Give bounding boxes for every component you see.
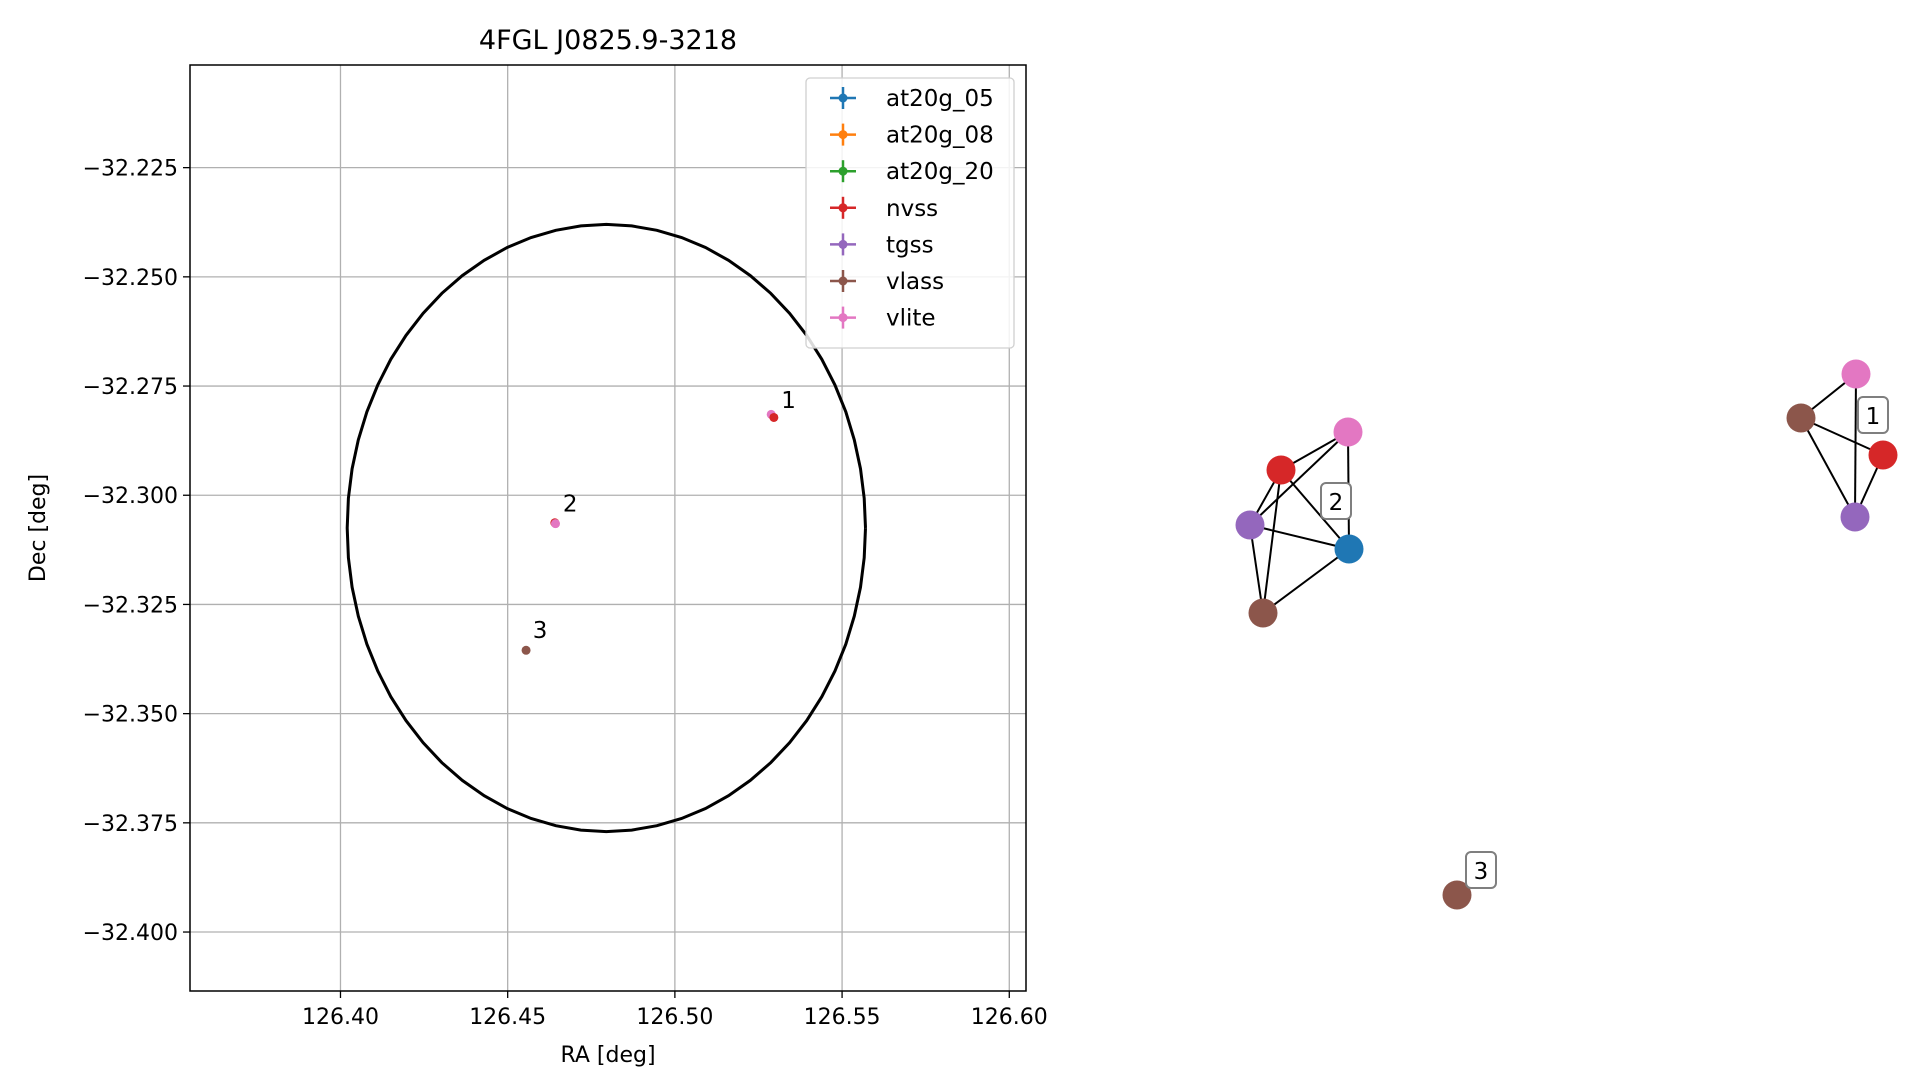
y-tick-label: −32.275 bbox=[83, 375, 178, 400]
x-tick-label: 126.55 bbox=[804, 1005, 881, 1030]
network-node-vlass bbox=[1442, 880, 1472, 910]
point-annotation: 1 bbox=[781, 388, 796, 414]
network-panel: 1 2 3 bbox=[1235, 359, 1898, 910]
data-points bbox=[521, 409, 779, 655]
legend-label: tgss bbox=[886, 232, 934, 258]
network-node-vlite bbox=[1841, 359, 1871, 389]
network-node-nvss bbox=[1266, 455, 1296, 485]
y-tick-label: −32.250 bbox=[83, 266, 178, 291]
y-axis-label: Dec [deg] bbox=[26, 474, 51, 582]
network-nodes bbox=[1235, 359, 1898, 910]
y-axis-ticks: −32.225 −32.250 −32.275 −32.300 −32.325 −32.3… bbox=[83, 157, 190, 946]
y-tick-label: −32.325 bbox=[83, 593, 178, 618]
y-tick-label: −32.225 bbox=[83, 157, 178, 182]
axes-frame bbox=[189, 64, 1027, 992]
network-node-vlass bbox=[1248, 598, 1278, 628]
x-tick-label: 126.40 bbox=[302, 1005, 379, 1030]
legend-label: at20g_20 bbox=[886, 159, 994, 185]
x-tick-label: 126.60 bbox=[971, 1005, 1048, 1030]
legend-marker-dot bbox=[838, 166, 848, 176]
y-tick-label: −32.375 bbox=[83, 812, 178, 837]
network-label: 3 bbox=[1474, 859, 1489, 885]
legend-marker-dot bbox=[838, 93, 848, 103]
network-node-vlass bbox=[1786, 403, 1816, 433]
network-label: 1 bbox=[1866, 404, 1881, 430]
network-node-nvss bbox=[1868, 440, 1898, 470]
data-point-nvss bbox=[769, 412, 779, 422]
error-ellipse bbox=[345, 222, 867, 834]
network-edge bbox=[1800, 417, 1884, 456]
legend-label: at20g_05 bbox=[886, 86, 994, 112]
legend-marker-dot bbox=[838, 203, 848, 213]
network-edge bbox=[1800, 417, 1856, 518]
legend-label: nvss bbox=[886, 196, 938, 222]
network-label-box bbox=[1320, 482, 1352, 520]
network-edge bbox=[1280, 469, 1350, 550]
legend-label: vlite bbox=[886, 306, 936, 332]
legend-marker-dot bbox=[838, 276, 848, 286]
network-node-tgss bbox=[1840, 502, 1870, 532]
point-annotation: 2 bbox=[563, 491, 578, 517]
data-point-vlite bbox=[550, 519, 560, 529]
error-ellipse-layer bbox=[345, 222, 867, 834]
point-annotation: 3 bbox=[533, 618, 548, 644]
network-label: 2 bbox=[1329, 490, 1344, 516]
y-tick-label: −32.400 bbox=[83, 921, 178, 946]
network-edge bbox=[1249, 524, 1264, 614]
legend-marker-dot bbox=[838, 130, 848, 140]
grid bbox=[190, 65, 1026, 991]
network-edge bbox=[1854, 373, 1857, 518]
network-edge bbox=[1262, 548, 1350, 614]
x-tick-label: 126.45 bbox=[469, 1005, 546, 1030]
chart-title: 4FGL J0825.9-3218 bbox=[479, 25, 737, 56]
network-labels: 1 2 3 bbox=[1320, 396, 1889, 889]
legend-marker-dot bbox=[838, 313, 848, 323]
network-node-vlite bbox=[1333, 417, 1363, 447]
x-tick-label: 126.50 bbox=[636, 1005, 713, 1030]
y-tick-label: −32.350 bbox=[83, 703, 178, 728]
y-tick-label: −32.300 bbox=[83, 484, 178, 509]
network-node-tgss bbox=[1235, 510, 1265, 540]
network-label-box bbox=[1857, 396, 1889, 434]
legend-label: vlass bbox=[886, 269, 944, 295]
network-edge bbox=[1249, 524, 1350, 550]
network-node-at20g_05 bbox=[1334, 534, 1364, 564]
network-edge bbox=[1262, 469, 1282, 614]
network-edge bbox=[1249, 431, 1349, 526]
legend-label: at20g_08 bbox=[886, 123, 994, 149]
point-annotations: 1 2 3 bbox=[533, 388, 796, 644]
data-point-vlass bbox=[521, 645, 531, 655]
scatter-panel: 1 2 3 126.40 126.45 126.50 126.55 126.60 −32.2… bbox=[26, 25, 1048, 1068]
network-edges bbox=[1249, 373, 1884, 614]
x-axis-ticks: 126.40 126.45 126.50 126.55 126.60 bbox=[302, 991, 1048, 1030]
x-axis-label: RA [deg] bbox=[560, 1043, 655, 1068]
legend-box bbox=[805, 77, 1015, 349]
legend-marker-dot bbox=[838, 239, 848, 249]
network-label-box bbox=[1465, 851, 1497, 889]
